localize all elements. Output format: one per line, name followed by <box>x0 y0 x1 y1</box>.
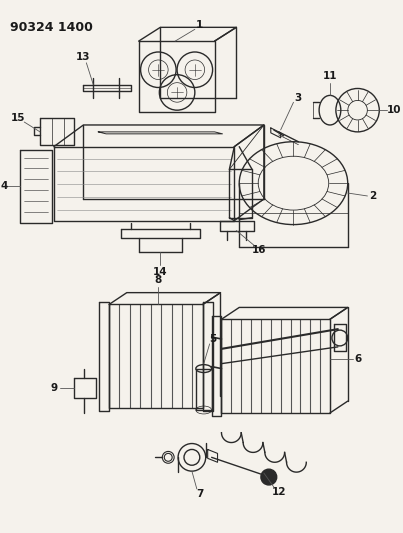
Text: 11: 11 <box>323 71 337 80</box>
Text: 90324 1400: 90324 1400 <box>10 21 93 35</box>
Text: 3: 3 <box>295 93 302 103</box>
Circle shape <box>261 469 277 485</box>
Text: 6: 6 <box>354 354 361 364</box>
Text: 14: 14 <box>153 267 168 277</box>
Text: 7: 7 <box>196 489 204 499</box>
Text: 12: 12 <box>272 487 286 497</box>
Text: 8: 8 <box>155 275 162 285</box>
Text: 9: 9 <box>50 383 57 393</box>
Text: 5: 5 <box>209 334 216 344</box>
Text: 2: 2 <box>369 191 376 201</box>
Text: 4: 4 <box>1 181 8 191</box>
Text: 15: 15 <box>11 113 25 123</box>
Text: 13: 13 <box>76 52 91 62</box>
Text: 10: 10 <box>387 105 401 115</box>
Text: 16: 16 <box>252 245 266 255</box>
Text: 1: 1 <box>196 20 204 30</box>
